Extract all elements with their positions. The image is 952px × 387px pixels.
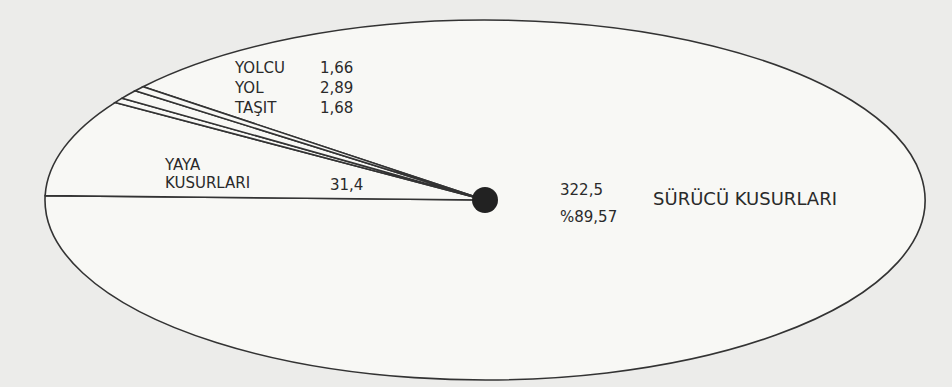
slice — [135, 87, 485, 200]
data-label: 31,4 — [330, 176, 363, 194]
slice-label: YOL — [234, 79, 264, 97]
slice-label: SÜRÜCÜ KUSURLARI — [653, 188, 837, 209]
slice — [45, 103, 485, 200]
data-label: 322,5 — [560, 181, 603, 199]
slice-label: TAŞIT — [234, 99, 277, 117]
data-label: 1,66 — [320, 59, 353, 77]
slice-label: YOLCU — [234, 59, 285, 77]
slice — [45, 20, 925, 380]
slice-label: YAYAKUSURLARI — [164, 156, 250, 192]
background — [0, 0, 952, 387]
center-dot — [472, 187, 498, 213]
data-label: 1,68 — [320, 99, 353, 117]
pie — [45, 20, 925, 380]
data-label: 2,89 — [320, 79, 353, 97]
annotation: %89,57 — [560, 208, 617, 226]
chart: SÜRÜCÜ KUSURLARI YAYAKUSURLARI TAŞIT YOL YOL… — [0, 0, 952, 387]
